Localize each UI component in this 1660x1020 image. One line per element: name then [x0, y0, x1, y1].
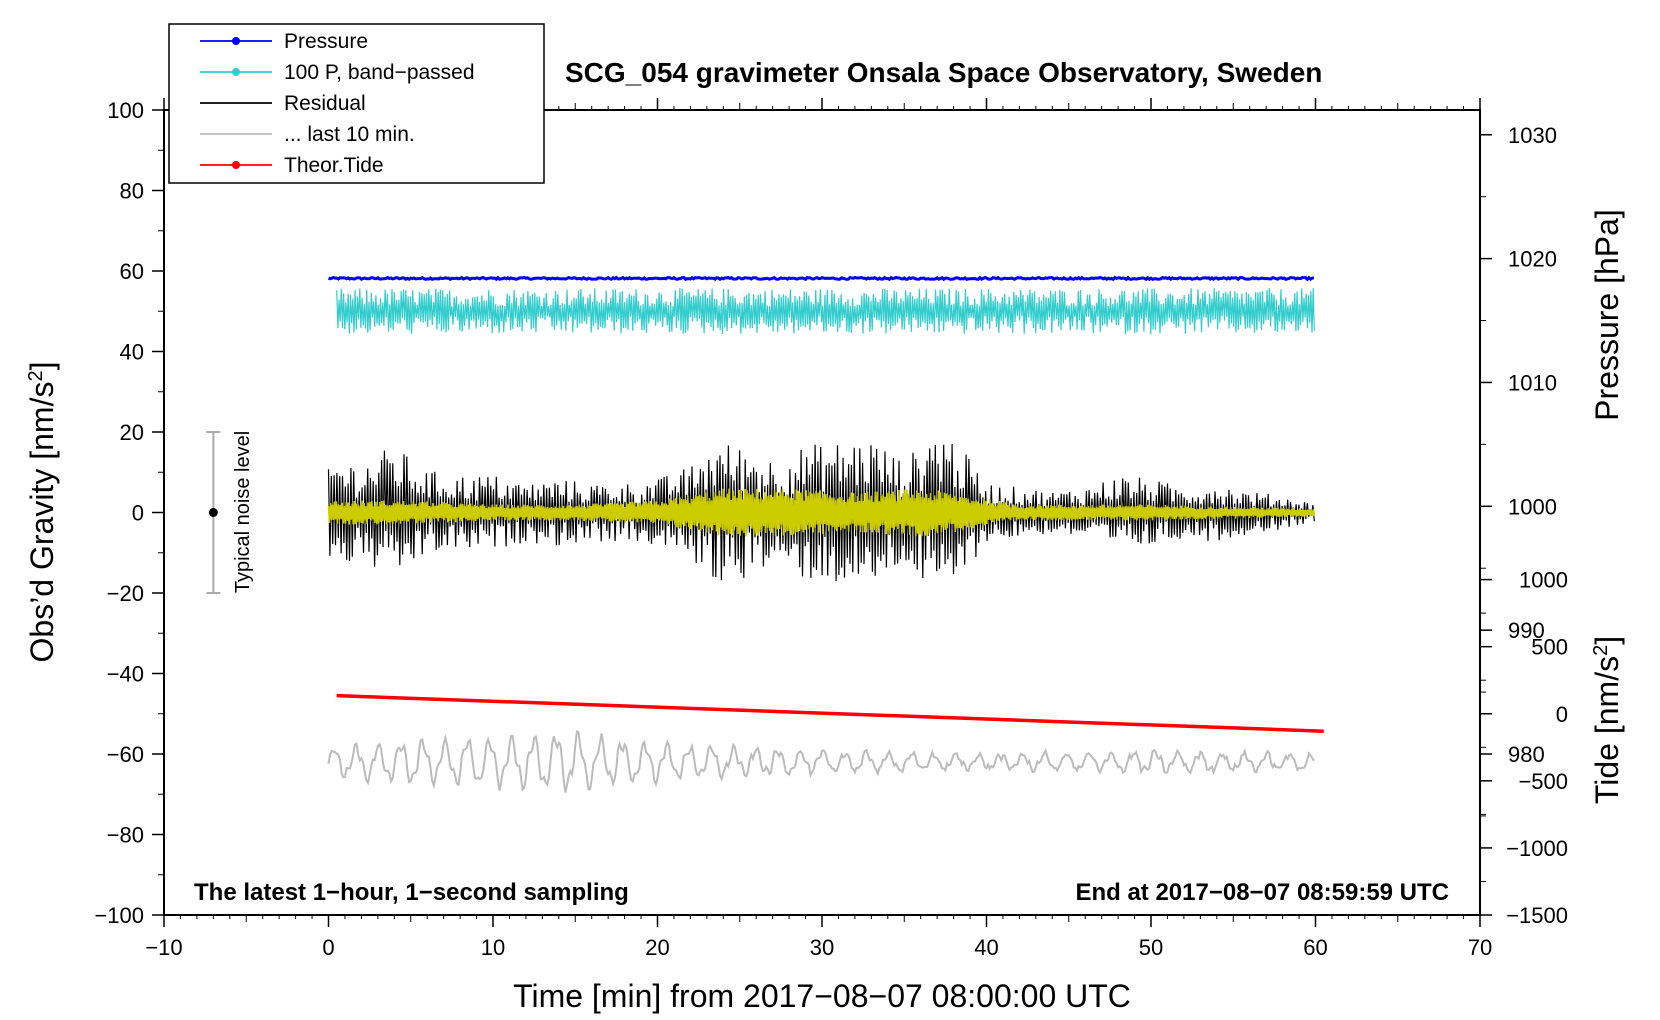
- tide-tick-label: −1000: [1506, 836, 1568, 861]
- band-passed-pressure-line: [336, 288, 1315, 335]
- x-tick-label: 0: [322, 935, 334, 960]
- x-tick-label: 40: [974, 935, 998, 960]
- y-tick-label: −40: [107, 662, 144, 687]
- legend: Pressure 100 P, band−passed Residual ... la…: [168, 23, 545, 184]
- tide-tick-label: 1000: [1519, 568, 1568, 593]
- legend-label: Pressure: [284, 30, 368, 53]
- y-tick-label: 100: [107, 98, 144, 123]
- y-axis-title-left: Obs’d Gravity [nm/s2]: [24, 362, 60, 663]
- y-tick-label: −20: [107, 581, 144, 606]
- legend-marker: [232, 161, 240, 169]
- pressure-tick-label: 1020: [1508, 247, 1557, 272]
- x-tick-label: 60: [1303, 935, 1327, 960]
- theoretical-tide-line: [336, 693, 1324, 733]
- annotation-end-time: End at 2017−08−07 08:59:59 UTC: [1075, 879, 1449, 906]
- residual-filtered-line: [327, 488, 1316, 537]
- typical-noise-bar: [206, 431, 221, 594]
- legend-label: 100 P, band−passed: [284, 61, 475, 84]
- pressure-tick-label: 980: [1508, 742, 1545, 767]
- pressure-line: [327, 275, 1315, 282]
- x-tick-label: 70: [1468, 935, 1492, 960]
- y-tick-label: 20: [120, 420, 144, 445]
- pressure-axis-ticks: 980 990 1000 1010 1020 1030: [1480, 123, 1557, 817]
- pressure-tick-label: 1000: [1508, 494, 1557, 519]
- tide-axis-ticks: −1500 −1000 −500 0 500 1000: [1480, 568, 1568, 928]
- y-tick-label: −80: [107, 823, 144, 848]
- pressure-tick-label: 1030: [1508, 123, 1557, 148]
- y-tick-label: −60: [107, 742, 144, 767]
- x-tick-label: 10: [481, 935, 505, 960]
- legend-marker: [232, 68, 240, 76]
- legend-label: ... last 10 min.: [284, 123, 415, 146]
- tide-tick-label: −1500: [1506, 903, 1568, 928]
- annotation-sampling: The latest 1−hour, 1−second sampling: [194, 879, 629, 906]
- noise-label: Typical noise level: [232, 431, 254, 593]
- y-tick-label: 60: [120, 259, 144, 284]
- x-tick-label: −10: [145, 935, 182, 960]
- tide-tick-label: −500: [1518, 769, 1568, 794]
- legend-label: Residual: [284, 92, 366, 115]
- y-tick-label: 80: [120, 179, 144, 204]
- tide-tick-label: 500: [1531, 635, 1568, 660]
- chart-title: SCG_054 gravimeter Onsala Space Observat…: [565, 57, 1322, 88]
- x-tick-label: 30: [810, 935, 834, 960]
- series-layer: [327, 275, 1324, 793]
- y-axis-title-tide: Tide [nm/s2]: [1589, 636, 1625, 804]
- y-tick-label: −100: [94, 903, 144, 928]
- pressure-tick-label: 1010: [1508, 370, 1557, 395]
- pressure-tick-label: 990: [1508, 618, 1545, 643]
- tide-tick-label: 0: [1556, 702, 1568, 727]
- noise-bar-center-dot: [208, 508, 218, 517]
- x-tick-label: 50: [1139, 935, 1163, 960]
- x-axis-ticks: −10 0 10 20 30 40 50 60 70: [145, 98, 1492, 960]
- legend-marker: [232, 37, 240, 45]
- legend-label: Theor.Tide: [284, 154, 384, 177]
- x-tick-label: 20: [645, 935, 669, 960]
- y-axis-ticks: −100 −80 −60 −40 −20 0 20 40 60 80 100: [94, 98, 164, 928]
- y-axis-title-pressure: Pressure [hPa]: [1589, 209, 1625, 421]
- y-tick-label: 0: [132, 501, 144, 526]
- last-10-min-line: [327, 730, 1315, 793]
- x-axis-title: Time [min] from 2017−08−07 08:00:00 UTC: [513, 978, 1131, 1014]
- y-tick-label: 40: [120, 340, 144, 365]
